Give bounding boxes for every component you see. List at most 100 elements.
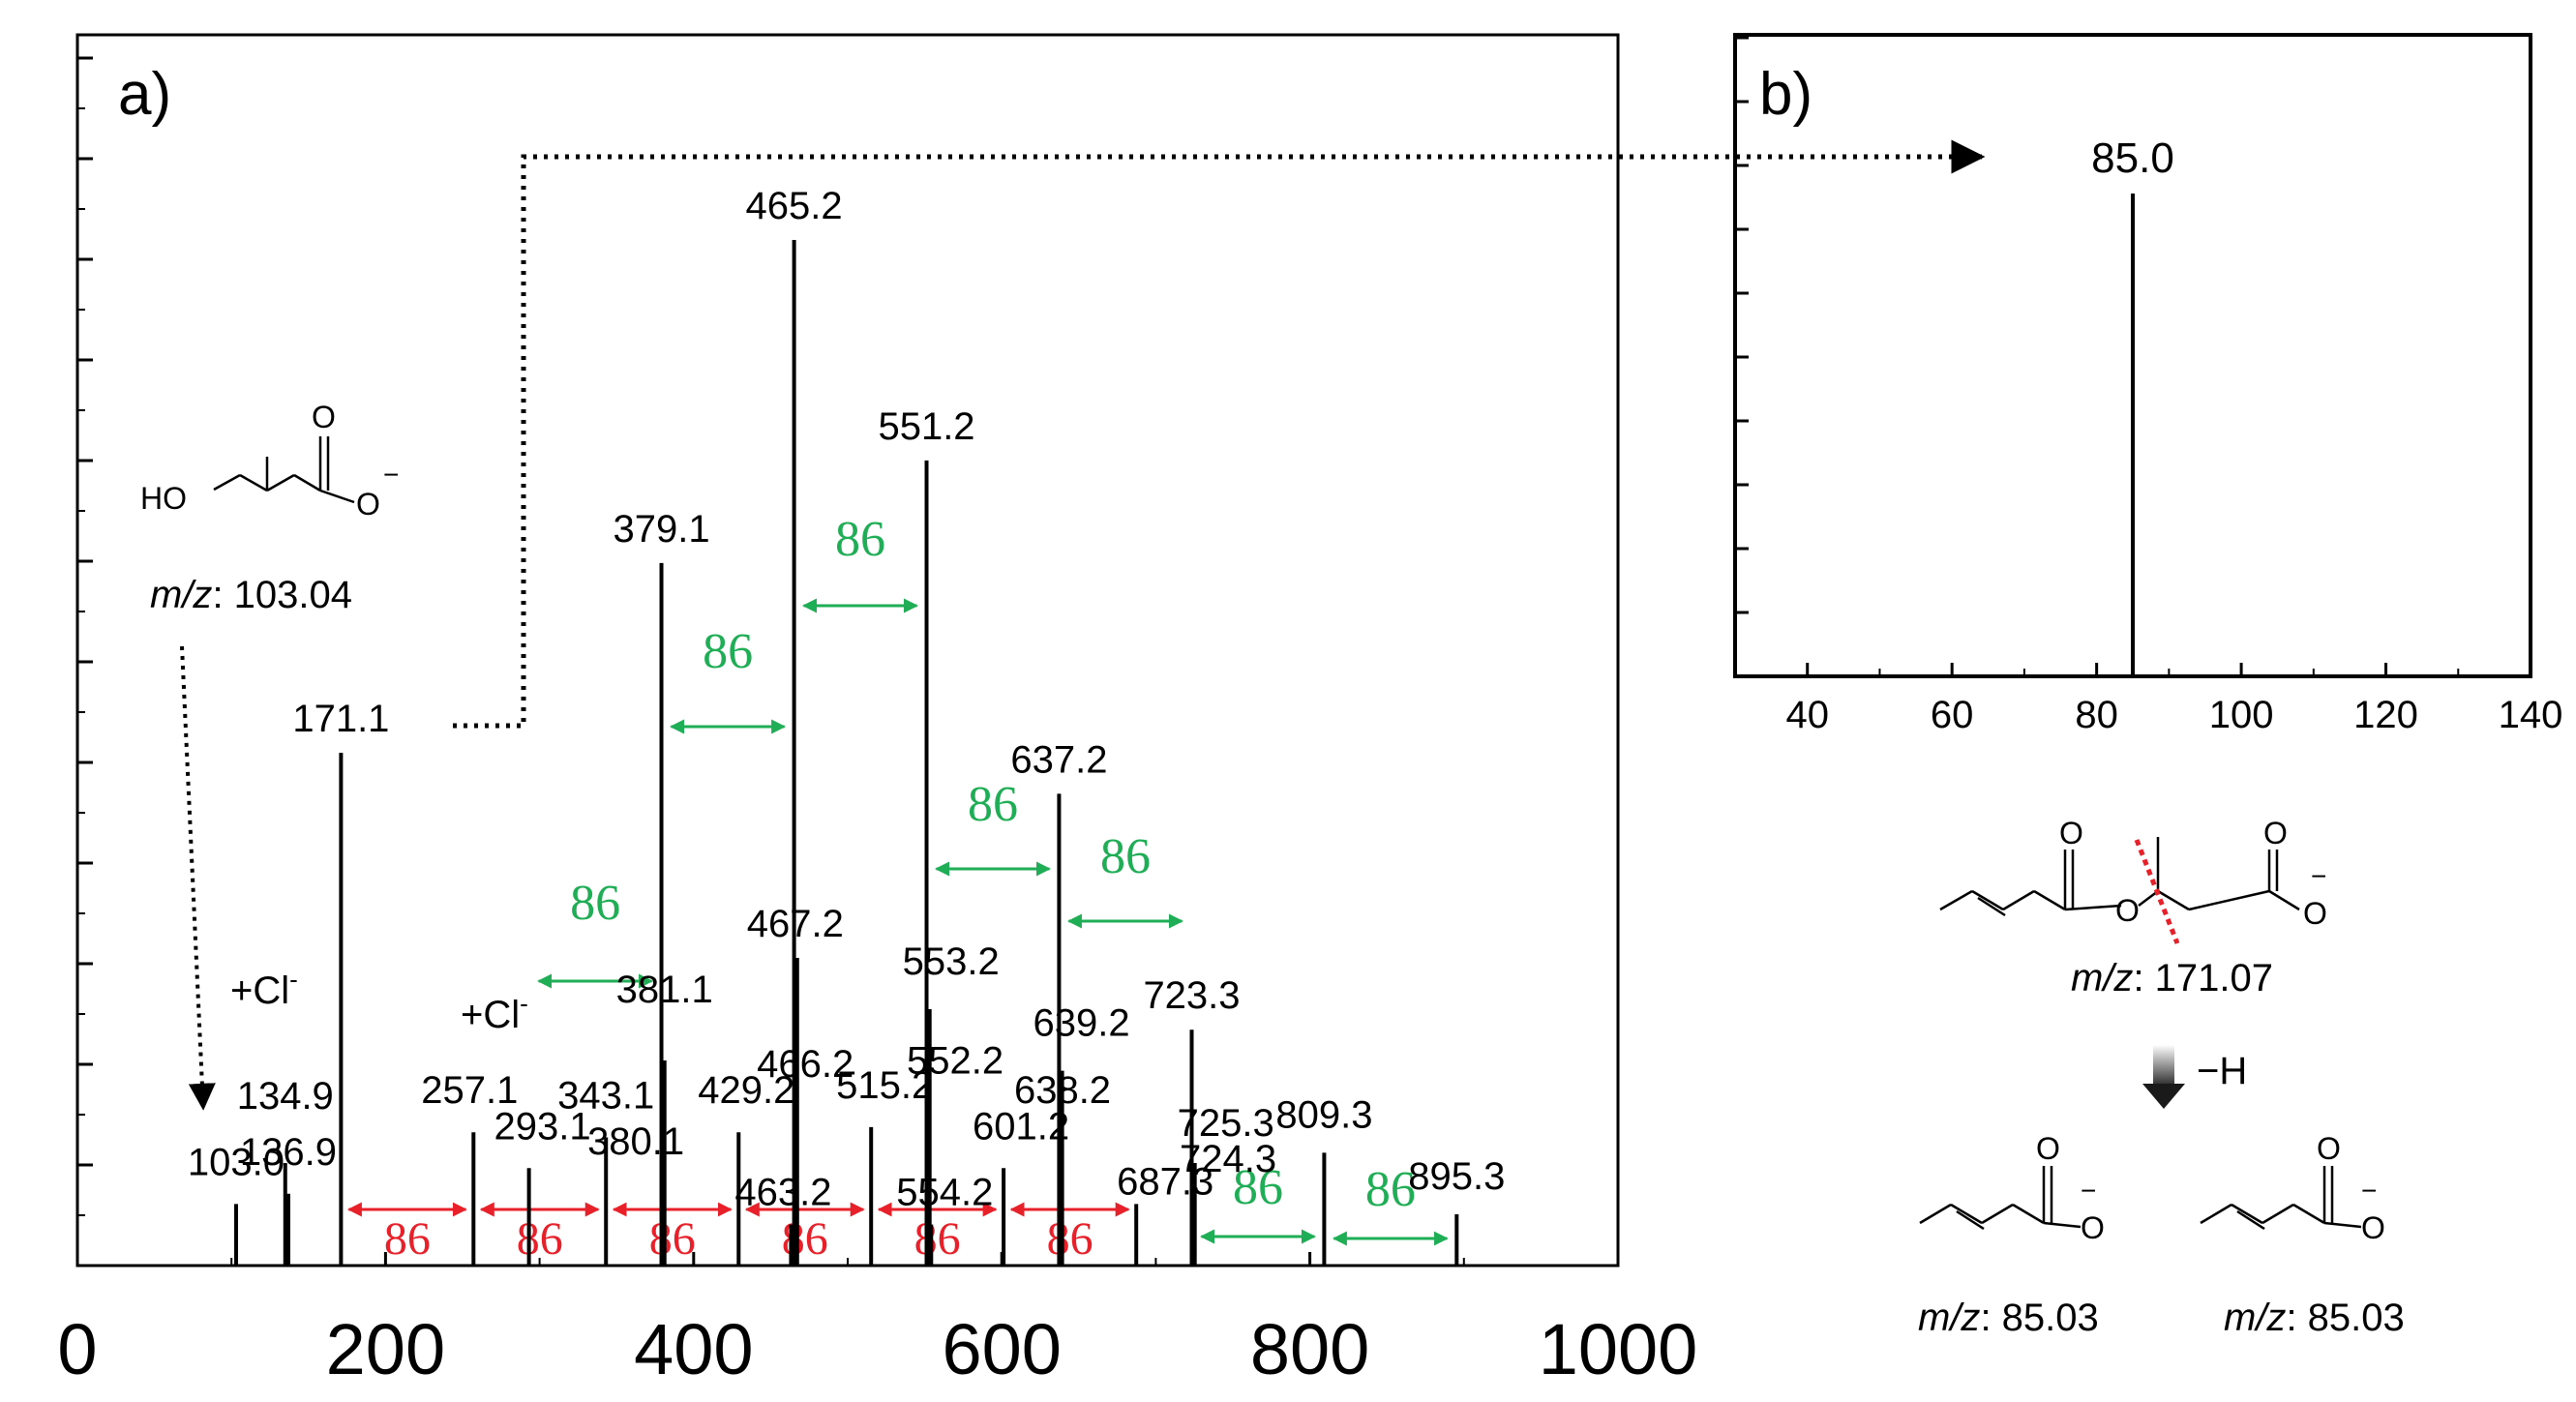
shift-label-red: 86 [649,1213,696,1265]
peak-label-293.1: 293.1 [494,1105,591,1148]
peak-label-725.3: 725.3 [1178,1102,1274,1145]
product1-mz: m/z: 85.03 [1918,1297,2099,1339]
panel-a-y-ticks [77,56,93,1216]
peak-label-381.1: 381.1 [616,969,713,1011]
b-x-tick-label: 120 [2353,694,2418,736]
panel-a-shift-arrows: 86 86 86 86 86 86 86 86 86 86 86 86 86 [346,512,1449,1265]
peak-label-257.1: 257.1 [421,1069,518,1112]
peak-label-895.3: 895.3 [1408,1155,1505,1198]
x-tick-label: 400 [634,1309,753,1389]
panel-b-x-ticks: 40 60 80 100 120 140 [1734,663,2563,736]
peak-label-552.2: 552.2 [907,1040,1003,1083]
fragmentation-scheme: O O O O − m/z: 171.07 −H O O − m/z: 85.0… [1918,816,2405,1339]
b-x-tick-label: 140 [2499,694,2563,736]
shift-label-green: 86 [968,777,1018,832]
peak-label-687.3: 687.3 [1117,1160,1213,1203]
peak-label-466.2: 466.2 [757,1043,854,1086]
b-x-tick-label: 60 [1931,694,1974,736]
b-x-tick-label: 80 [2075,694,2118,736]
product2-mz: m/z: 85.03 [2224,1297,2405,1339]
shift-label-red: 86 [1047,1213,1093,1265]
hydroxybutyrate-structure [213,436,355,504]
x-tick-label: 800 [1250,1309,1369,1389]
loss-label: −H [2197,1050,2247,1092]
product1-charge: − [2081,1176,2096,1206]
shift-label-green: 86 [1365,1162,1416,1217]
b-peak-label-85.0: 85.0 [2091,134,2174,182]
x-tick-label: 1000 [1539,1309,1698,1389]
peak-label-343.1: 343.1 [557,1075,654,1118]
cl-adduct-label-2: +Cl- [461,989,528,1036]
shift-label-green: 86 [1233,1160,1283,1215]
peak-label-724.3: 724.3 [1180,1138,1276,1180]
shift-label-green: 86 [570,876,620,931]
peak-label-103.0: 103.0 [188,1141,285,1183]
panel-a-peaks [233,240,1459,1266]
x-tick-label: 600 [942,1309,1061,1389]
product1-atom-O-top: O [2036,1131,2060,1166]
precursor-charge: − [2311,861,2326,891]
peak-label-171.1: 171.1 [292,698,389,740]
panel-b-y-ticks [1735,36,1749,678]
peak-label-515.2: 515.2 [836,1064,933,1107]
b-x-tick-label: 100 [2209,694,2274,736]
peak-label-134.9: 134.9 [237,1075,334,1118]
peak-label-429.2: 429.2 [698,1069,794,1112]
peak-label-809.3: 809.3 [1275,1093,1372,1136]
structure-charge: − [383,460,399,490]
fragmentation-arrow [2142,1045,2185,1109]
structure-mz: m/z: 103.04 [150,574,352,616]
product2-atom-O-top: O [2317,1131,2341,1166]
cleavage-mark [2134,839,2180,944]
product1-atom-O-minus: O [2081,1210,2105,1245]
b-x-tick-label: 40 [1785,694,1829,736]
peak-label-639.2: 639.2 [1033,1002,1130,1045]
product2-charge: − [2361,1176,2377,1206]
product-structure-2 [2200,1166,2362,1231]
peak-label-465.2: 465.2 [746,185,843,227]
shift-label-red: 86 [384,1213,431,1265]
dotted-arrow-to-103 [180,645,216,1111]
shift-label-green: 86 [1100,829,1151,884]
structure-atom-O-top: O [312,400,336,434]
structure-atom-HO: HO [140,481,187,516]
peak-label-637.2: 637.2 [1010,738,1107,781]
x-tick-label: 0 [57,1309,97,1389]
precursor-mz: m/z: 171.07 [2071,957,2273,999]
shift-label-green: 86 [835,512,885,567]
peak-label-723.3: 723.3 [1143,974,1240,1017]
peak-label-136.9: 136.9 [240,1131,337,1174]
shift-label-red: 86 [517,1213,563,1265]
dotted-connector-171-to-b [453,139,1986,729]
panel-b-chart: 40 60 80 100 120 140 85.0 b) [1733,33,2563,736]
precursor-atom-O-1: O [2059,816,2083,850]
cl-adduct-label-1: +Cl- [230,965,298,1012]
panel-a-chart: 0 200 400 600 800 1000 86 86 86 86 86 868686868686… [57,33,1697,1389]
peak-label-601.2: 601.2 [973,1105,1069,1148]
peak-label-554.2: 554.2 [896,1172,993,1214]
peak-label-467.2: 467.2 [747,903,844,945]
peak-label-380.1: 380.1 [587,1120,684,1163]
panel-a-x-ticks: 0 200 400 600 800 1000 [57,1252,1697,1389]
precursor-structure [1939,837,2300,917]
panel-b-peak-labels: 85.0 [2091,134,2174,182]
shift-label-red: 86 [782,1213,828,1265]
panel-a-label: a) [118,61,171,128]
x-tick-label: 200 [326,1309,445,1389]
shift-label-red: 86 [914,1213,961,1265]
precursor-atom-O-minus: O [2303,896,2327,931]
peak-label-379.1: 379.1 [613,508,709,551]
peak-label-551.2: 551.2 [878,405,974,448]
peak-label-463.2: 463.2 [734,1172,831,1214]
panel-b-label: b) [1759,61,1812,128]
product2-atom-O-minus: O [2361,1210,2385,1245]
shift-label-green: 86 [703,624,753,679]
product-structure-1 [1919,1166,2082,1231]
precursor-atom-O-2: O [2263,816,2288,850]
precursor-atom-O-ester: O [2115,893,2140,928]
structure-atom-O-minus: O [356,487,380,522]
peak-label-638.2: 638.2 [1014,1069,1111,1112]
peak-label-553.2: 553.2 [903,940,1000,983]
